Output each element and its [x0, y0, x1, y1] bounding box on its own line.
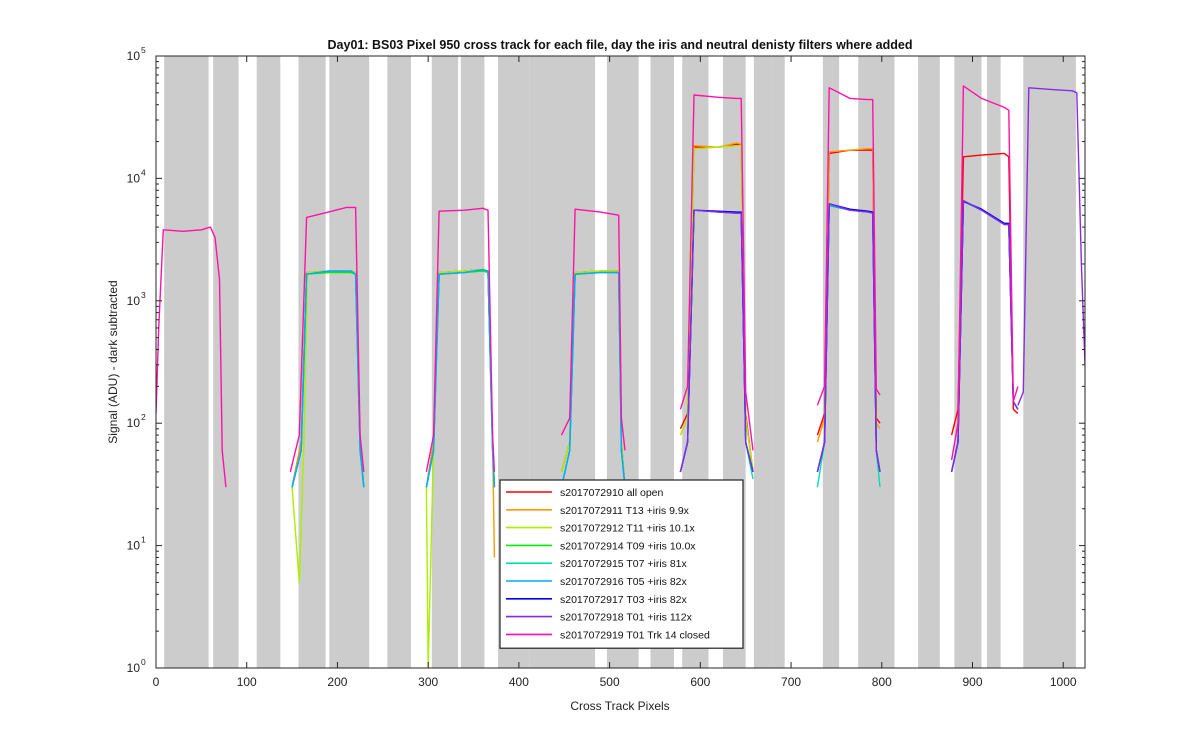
series-9	[156, 85, 1019, 488]
legend-label-4: s2017072914 T09 +iris 10.0x	[560, 540, 696, 552]
legend-entry-9: s2017072919 T01 Trk 14 closed	[506, 629, 710, 641]
shaded-band-3	[256, 56, 281, 668]
shaded-band-26	[1023, 56, 1054, 668]
x-tick-label-6: 600	[690, 675, 710, 689]
x-tick-label-1: 100	[237, 675, 257, 689]
shaded-band-5	[329, 56, 349, 668]
legend-box	[499, 479, 744, 649]
x-tick-label-10: 1000	[1050, 675, 1077, 689]
shaded-band-19	[771, 56, 785, 668]
y-tick-exponent-4: 4	[141, 167, 146, 177]
series-9-segment-3	[425, 207, 496, 473]
y-tick-base-5: 10	[127, 49, 141, 63]
legend-entry-5: s2017072915 T07 +iris 81x	[506, 558, 688, 570]
x-tick-label-8: 800	[872, 675, 892, 689]
legend-entry-4: s2017072914 T09 +iris 10.0x	[506, 540, 696, 552]
legend-label-6: s2017072916 T05 +iris 82x	[560, 576, 688, 588]
x-tick-label-7: 700	[781, 675, 801, 689]
plot-frame	[155, 55, 1086, 669]
x-tick-label-2: 200	[327, 675, 347, 689]
series-9-segment-6	[816, 87, 881, 406]
legend-label-7: s2017072917 T03 +iris 82x	[560, 594, 688, 606]
y-axis-label: Signal (ADU) - dark subtracted	[106, 280, 120, 443]
legend-label-8: s2017072918 T01 +iris 112x	[560, 612, 693, 624]
shaded-band-9	[460, 56, 485, 668]
series-8-segment-1	[679, 209, 754, 473]
x-tick-label-3: 300	[418, 675, 438, 689]
legend-label-3: s2017072912 T11 +iris 10.1x	[560, 523, 696, 535]
shaded-band-7	[387, 56, 411, 668]
legend-entry-7: s2017072917 T03 +iris 82x	[506, 594, 688, 606]
series-lines	[156, 85, 1085, 668]
y-tick-base-4: 10	[127, 171, 141, 185]
y-tick-exponent-0: 0	[141, 657, 146, 667]
series-9-segment-1	[156, 226, 227, 488]
legend-entry-2: s2017072911 T13 +iris 9.9x	[506, 505, 690, 517]
chart-title: Day01: BS03 Pixel 950 cross track for ea…	[328, 38, 913, 52]
x-tick-label-0: 0	[153, 675, 160, 689]
legend-entry-8: s2017072918 T01 +iris 112x	[506, 612, 693, 624]
y-tick-base-3: 10	[127, 294, 141, 308]
series-6-segment-3	[560, 271, 626, 488]
x-tick-label-9: 900	[962, 675, 982, 689]
series-8-segment-2	[816, 203, 881, 473]
y-tick-base-0: 10	[127, 661, 141, 675]
legend-entry-1: s2017072910 all open	[506, 487, 664, 499]
y-tick-exponent-5: 5	[141, 45, 146, 55]
y-tick-exponent-1: 1	[141, 535, 146, 545]
y-tick-base-1: 10	[127, 539, 141, 553]
shaded-band-23	[918, 56, 940, 668]
legend-label-5: s2017072915 T07 +iris 81x	[560, 558, 688, 570]
shaded-band-2	[213, 56, 239, 668]
shaded-band-22	[879, 56, 895, 668]
y-tick-base-2: 10	[127, 416, 141, 430]
series-9-segment-4	[560, 208, 626, 451]
shaded-band-27	[1050, 56, 1076, 668]
legend-label-1: s2017072910 all open	[560, 487, 664, 499]
legend: s2017072910 all open s2017072911 T13 +iri…	[499, 479, 744, 649]
series-9-segment-2	[289, 206, 365, 473]
x-axis-label: Cross Track Pixels	[570, 699, 669, 713]
y-tick-exponent-3: 3	[141, 290, 146, 300]
legend-label-2: s2017072911 T13 +iris 9.9x	[560, 505, 690, 517]
series-9-segment-5	[679, 94, 754, 451]
shaded-band-18	[753, 56, 772, 668]
legend-label-9: s2017072919 T01 Trk 14 closed	[560, 629, 710, 641]
x-tick-label-5: 500	[600, 675, 620, 689]
series-9-segment-7	[950, 85, 1019, 461]
shaded-band-4	[298, 56, 326, 668]
shaded-band-25	[987, 56, 1001, 668]
x-tick-label-4: 400	[509, 675, 529, 689]
legend-entry-6: s2017072916 T05 +iris 82x	[506, 576, 688, 588]
shaded-band-1	[164, 56, 209, 668]
y-tick-exponent-2: 2	[141, 412, 146, 422]
legend-entry-3: s2017072912 T11 +iris 10.1x	[506, 523, 696, 535]
series-8-segment-4	[1017, 87, 1085, 406]
